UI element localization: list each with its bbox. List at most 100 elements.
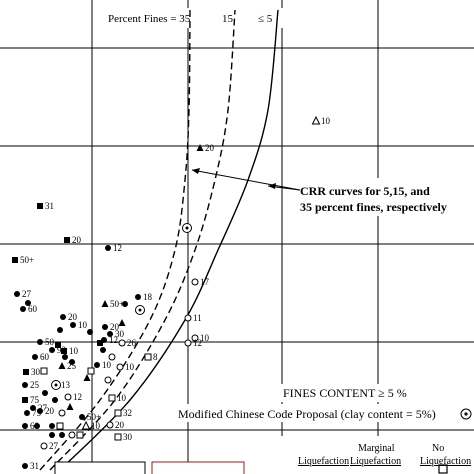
liquefaction-point-3 [105,245,111,251]
no-liquefaction-triangle-64 [81,420,91,430]
liquefaction-point-21 [107,331,113,337]
fines-mask [280,384,474,402]
liquefaction-point-50 [52,397,58,403]
point-label-24: 10 [200,333,210,343]
no-liquefaction-triangle-4 [311,115,321,125]
liquefaction-point-54 [30,405,36,411]
liquefaction-point-36 [69,359,75,365]
point-label-8: 27 [22,289,32,299]
liquefaction-point-26 [37,339,43,345]
no-liquefaction-point-65 [106,421,114,429]
liquefaction-point-72 [22,463,28,469]
point-label-29: 10 [69,346,79,356]
chinese-code-point-dot-18 [138,308,142,312]
data-points: 312050+121020172760201050+18203012111012… [12,115,331,471]
liquefaction-square-39 [23,369,29,375]
liquefaction-point-66 [49,432,55,438]
liquefaction-point-67 [59,432,65,438]
crr-curve-35 [39,9,191,471]
no-liquefaction-point-68 [68,431,76,439]
crr-curves [39,9,279,471]
no-liquefaction-square-42 [87,367,95,375]
chinese-code-point-dot-6 [185,226,189,230]
point-label-4: 10 [321,116,331,126]
point-label-20: 20 [110,322,120,332]
point-label-21: 30 [115,329,125,339]
header-15: 15 [222,13,234,25]
liquefaction-point-14 [87,329,93,335]
legend-liquefaction: Liquefaction [298,456,349,467]
no-liquefaction-point-7 [191,278,199,286]
liquefaction-triangle-19 [118,319,126,326]
point-label-10: 60 [28,304,38,314]
no-liquefaction-square-40 [40,367,48,375]
point-label-5: 20 [205,143,215,153]
no-liquefaction-square-52 [108,394,116,402]
no-liquefaction-point-32 [118,339,126,347]
liquefaction-triangle-15 [101,300,109,307]
point-label-52: 10 [117,393,127,403]
liquefaction-point-12 [70,322,76,328]
legend-mask [250,436,474,474]
no-liquefaction-point-51 [64,393,72,401]
crr-curve-15 [49,9,236,471]
liquefaction-point-45 [22,382,28,388]
liquefaction-point-60 [22,423,28,429]
liquefaction-point-9 [25,300,31,306]
no-liquefaction-point-23 [184,314,192,322]
point-label-64: 10 [91,421,101,431]
point-label-51: 12 [73,392,82,402]
point-label-48: 75 [30,395,40,405]
liquefaction-triangle-41 [58,362,66,369]
point-label-2: 50+ [20,255,34,265]
liquefaction-square-0 [37,203,43,209]
liquefaction-point-17 [135,294,141,300]
point-label-65: 20 [115,420,125,430]
liquefaction-point-8 [14,291,20,297]
liquefaction-point-53 [24,410,30,416]
point-label-39: 30 [31,367,41,377]
legend-no-2: Liquefaction [420,456,471,467]
liquefaction-point-58 [79,414,85,420]
point-label-12: 10 [78,320,88,330]
point-label-72: 31 [30,461,39,471]
no-liquefaction-square-59 [114,409,122,417]
chinese-code-label: Modified Chinese Code Proposal (clay con… [178,407,436,421]
liquefaction-square-29 [61,348,67,354]
point-label-17: 18 [143,292,153,302]
liquefaction-square-2 [12,257,18,263]
header-5: ≤ 5 [258,13,273,25]
crr-arrowhead-1 [192,168,200,174]
point-label-44: 10 [125,362,135,372]
no-liquefaction-point-38 [108,353,116,361]
point-label-46: 13 [61,380,71,390]
crr-annotation-line2: 35 percent fines, respectively [300,200,447,214]
point-label-58: 50+ [87,412,101,422]
legend-marginal-1: Marginal [358,443,395,454]
liquefaction-point-31 [100,347,106,353]
liquefaction-point-34 [32,354,38,360]
crr-curve-5 [59,9,279,471]
no-liquefaction-point-71 [40,442,48,450]
point-label-7: 17 [200,277,210,287]
fines-content-label: FINES CONTENT ≥ 5 % [283,386,407,400]
liquefaction-point-27 [49,347,55,353]
point-label-3: 12 [113,243,122,253]
liquefaction-point-16 [122,301,128,307]
no-liquefaction-point-25 [184,339,192,347]
liquefaction-point-20 [102,324,108,330]
legend-no-marker [438,464,448,474]
liquefaction-point-61 [34,423,40,429]
liquefaction-point-10 [20,306,26,312]
no-liquefaction-square-33 [144,353,152,361]
point-label-71: 27 [49,441,59,451]
chinese-code-point-dot-46 [54,383,58,387]
point-label-34: 60 [40,352,50,362]
bottom-box-right [151,461,245,474]
point-label-55: 20 [45,406,55,416]
crr-arrow-1 [191,169,301,191]
bottom-box-left [54,461,146,474]
liquefaction-triangle-5 [196,144,204,151]
point-label-37: 10 [102,360,112,370]
